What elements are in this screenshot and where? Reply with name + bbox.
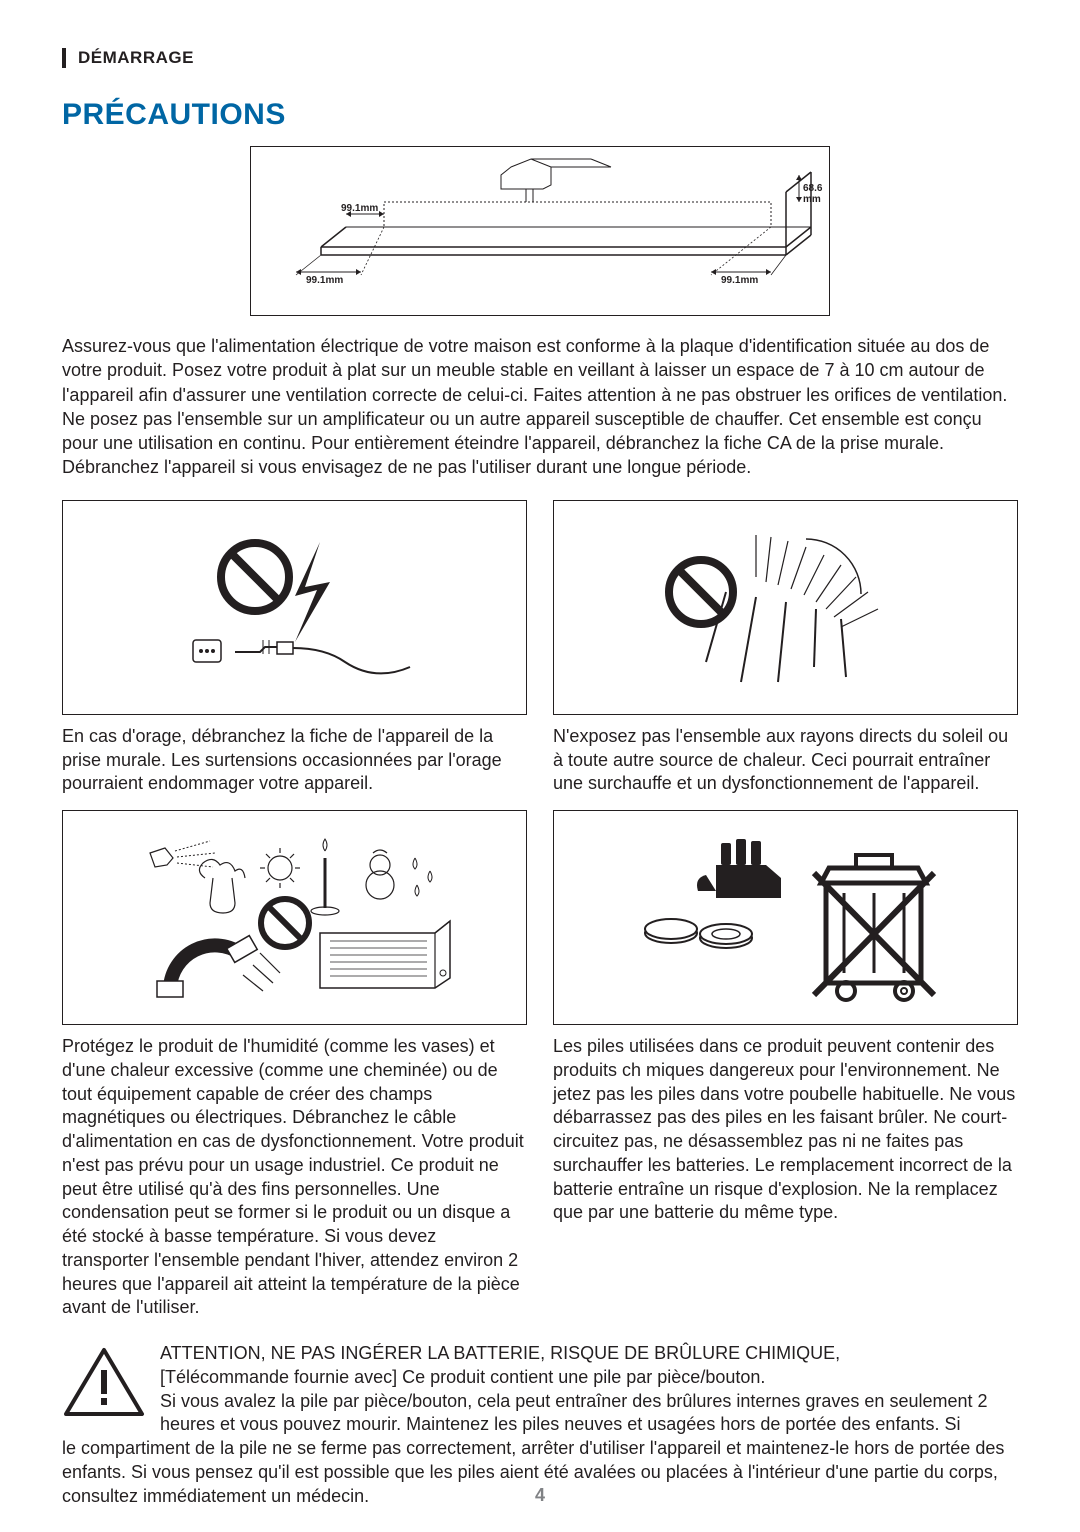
storm-illustration bbox=[62, 500, 527, 715]
battery-line2: [Télécommande fournie avec] Ce produit c… bbox=[160, 1367, 765, 1387]
ventilation-diagram: 99.1mm 68.6 mm 99.1mm 99.1mm bbox=[250, 146, 830, 316]
battery-body: Si vous avalez la pile par pièce/bouton,… bbox=[160, 1391, 988, 1435]
dim-bottom-left: 99.1mm bbox=[306, 275, 343, 286]
battery-disposal-illustration bbox=[553, 810, 1018, 1025]
storm-svg bbox=[145, 522, 445, 692]
warnings-row-1: En cas d'orage, débranchez la fiche de l… bbox=[62, 500, 1018, 810]
warning-triangle-icon bbox=[62, 1346, 146, 1420]
dim-right: 68.6 mm bbox=[803, 183, 829, 205]
col-storm: En cas d'orage, débranchez la fiche de l… bbox=[62, 500, 527, 810]
page-number: 4 bbox=[535, 1485, 545, 1506]
humidity-illustration bbox=[62, 810, 527, 1025]
sun-illustration bbox=[553, 500, 1018, 715]
sun-svg bbox=[606, 517, 966, 697]
col-humidity: Protégez le produit de l'humidité (comme… bbox=[62, 810, 527, 1334]
battery-caution-block: ATTENTION, NE PAS INGÉRER LA BATTERIE, R… bbox=[62, 1342, 1018, 1437]
section-label: DÉMARRAGE bbox=[78, 48, 1018, 68]
battery-line1: ATTENTION, NE PAS INGÉRER LA BATTERIE, R… bbox=[160, 1343, 840, 1363]
page-title: PRÉCAUTIONS bbox=[62, 98, 1018, 132]
battery-caution-text: ATTENTION, NE PAS INGÉRER LA BATTERIE, R… bbox=[160, 1342, 1018, 1437]
dim-bottom-right: 99.1mm bbox=[721, 275, 758, 286]
humidity-text: Protégez le produit de l'humidité (comme… bbox=[62, 1035, 527, 1320]
intro-paragraph: Assurez-vous que l'alimentation électriq… bbox=[62, 334, 1018, 480]
battery-disposal-text: Les piles utilisées dans ce produit peuv… bbox=[553, 1035, 1018, 1225]
sun-text: N'exposez pas l'ensemble aux rayons dire… bbox=[553, 725, 1018, 796]
diagram-svg bbox=[251, 147, 831, 317]
col-battery-disposal: Les piles utilisées dans ce produit peuv… bbox=[553, 810, 1018, 1334]
storm-text: En cas d'orage, débranchez la fiche de l… bbox=[62, 725, 527, 796]
humidity-svg bbox=[95, 823, 495, 1013]
warnings-row-2: Protégez le produit de l'humidité (comme… bbox=[62, 810, 1018, 1334]
dim-inner-top: 99.1mm bbox=[341, 203, 378, 214]
section-header: DÉMARRAGE bbox=[62, 48, 1018, 68]
battery-disposal-svg bbox=[586, 823, 986, 1013]
col-sun: N'exposez pas l'ensemble aux rayons dire… bbox=[553, 500, 1018, 810]
